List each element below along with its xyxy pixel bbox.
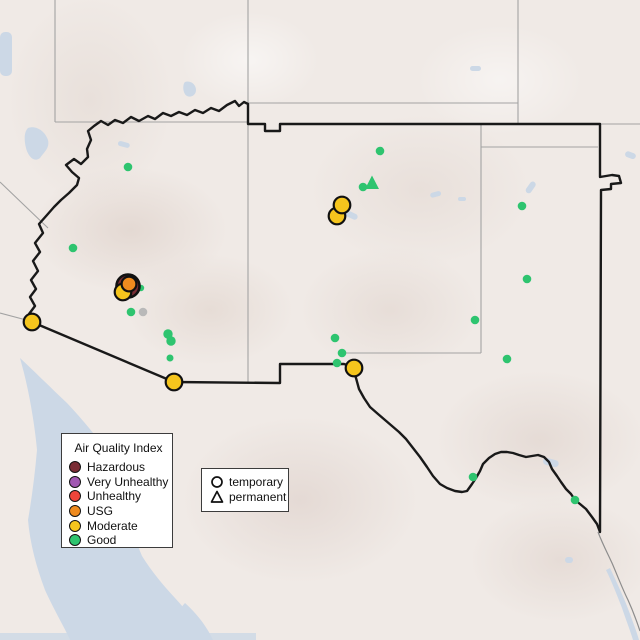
monitor-marker-good	[358, 182, 368, 192]
aqi-color-swatch	[69, 475, 81, 488]
monitor-marker-nodata	[138, 307, 148, 317]
aqi-color-swatch	[69, 534, 81, 547]
water-patch	[525, 181, 536, 194]
permanent-triangle-icon	[210, 490, 224, 503]
water-patch	[117, 141, 130, 148]
monitor-marker-moderate	[164, 372, 184, 392]
aqi-legend-item: Unhealthy	[69, 489, 172, 504]
water-patch	[458, 197, 466, 201]
boundary-path	[27, 99, 623, 534]
monitor-marker-good	[330, 333, 340, 343]
monitor-marker-moderate	[22, 312, 42, 332]
aqi-legend-item: USG	[69, 504, 172, 519]
monitor-marker-good	[365, 175, 379, 189]
monitor-marker-good	[123, 162, 133, 172]
monitor-marker-good	[332, 358, 342, 368]
aqi-item-label: Hazardous	[87, 460, 146, 475]
aqi-legend-item: Good	[69, 533, 172, 548]
rio-grande-lower-water	[606, 568, 639, 640]
monitor-marker-good	[468, 472, 478, 482]
sea-bottom-band	[0, 633, 256, 640]
monitor-marker-good	[522, 274, 532, 284]
water-patch	[345, 210, 358, 220]
aqi-item-label: Moderate	[87, 518, 138, 533]
monitor-legend-row-permanent: permanent	[210, 489, 288, 504]
aqi-legend-title: Air Quality Index	[74, 441, 163, 455]
aqi-item-label: Very Unhealthy	[87, 474, 169, 489]
water-patch	[470, 66, 481, 71]
water-patch	[430, 191, 442, 198]
monitor-marker-good	[517, 201, 527, 211]
aqi-item-label: Unhealthy	[87, 489, 142, 504]
lake-mead	[24, 127, 49, 160]
aqi-item-label: USG	[87, 504, 114, 519]
lake-powell	[183, 81, 196, 97]
temporary-label: temporary	[229, 474, 284, 489]
permanent-label: permanent	[229, 489, 287, 504]
monitor-marker-usg	[120, 275, 138, 293]
aqi-color-swatch	[69, 505, 81, 518]
region-boundary	[27, 99, 623, 534]
aqi-color-swatch	[69, 519, 81, 532]
aqi-legend: Air Quality Index Hazardous Very Unhealth…	[61, 433, 173, 548]
water-patch	[565, 557, 573, 563]
monitor-marker-good	[470, 315, 480, 325]
monitor-marker-moderate	[332, 195, 352, 215]
temporary-circle-icon	[211, 475, 223, 488]
aqi-legend-item: Very Unhealthy	[69, 475, 172, 490]
monitor-marker-good	[337, 348, 347, 358]
aqi-color-swatch	[69, 490, 81, 503]
monitor-marker-good	[166, 354, 174, 362]
monitor-marker-good	[375, 146, 385, 156]
monitor-marker-good	[126, 307, 136, 317]
gulf-east-lobe	[176, 603, 213, 640]
water-patch	[0, 32, 12, 76]
monitor-type-legend: temporary permanent	[201, 468, 289, 512]
monitor-legend-row-temporary: temporary	[210, 474, 288, 489]
aqi-item-label: Good	[87, 533, 117, 548]
aqi-legend-items: Hazardous Very Unhealthy Unhealthy USG Moder…	[69, 460, 172, 548]
aqi-legend-item: Hazardous	[69, 460, 172, 475]
monitor-marker-good	[68, 243, 78, 253]
aqi-legend-item: Moderate	[69, 518, 172, 533]
monitor-marker-good	[166, 336, 176, 346]
monitor-marker-good	[502, 354, 512, 364]
aqi-color-swatch	[69, 461, 81, 474]
water-patch	[625, 151, 636, 160]
monitor-marker-moderate	[344, 358, 364, 378]
monitor-markers-layer	[22, 146, 580, 505]
monitor-marker-good	[570, 495, 580, 505]
